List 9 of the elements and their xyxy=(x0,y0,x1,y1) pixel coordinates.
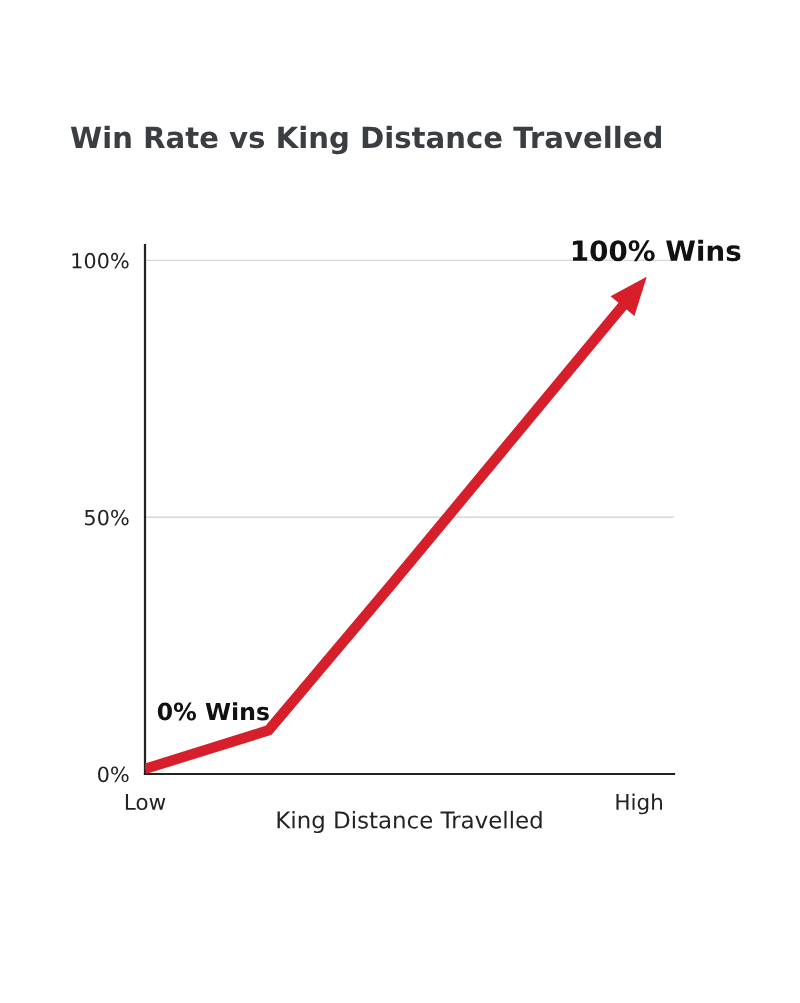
x-tick-label: High xyxy=(616,793,662,815)
y-tick-label: 50% xyxy=(85,509,129,526)
x-tick-label: Low xyxy=(125,794,166,811)
chart-title: Win Rate vs King Distance Travelled xyxy=(70,125,661,155)
annotation: 100% Wins xyxy=(572,239,741,262)
y-tick-label: 100% xyxy=(72,252,129,269)
x-axis-title: King Distance Travelled xyxy=(277,810,542,834)
annotation: 0% Wins xyxy=(157,702,269,721)
y-tick-label: 0% xyxy=(98,766,129,783)
